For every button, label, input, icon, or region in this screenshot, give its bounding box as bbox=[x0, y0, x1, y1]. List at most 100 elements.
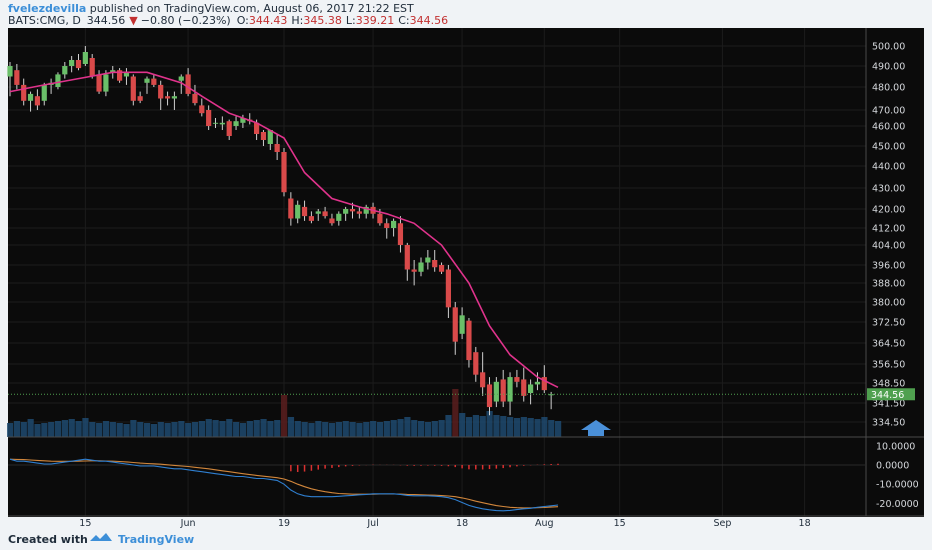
last-price: 344.56 bbox=[87, 14, 126, 27]
volume-bar bbox=[7, 423, 14, 437]
volume-bar bbox=[178, 421, 185, 437]
volume-bar bbox=[383, 421, 390, 437]
candle-body bbox=[151, 78, 157, 85]
macd-tick-label: -20.0000 bbox=[876, 499, 919, 510]
volume-bar bbox=[294, 421, 301, 437]
volume-bar bbox=[520, 417, 527, 437]
candle-body bbox=[391, 220, 397, 228]
volume-bar bbox=[260, 419, 267, 437]
volume-bar bbox=[534, 419, 541, 437]
high-value: 345.38 bbox=[303, 14, 342, 27]
volume-bar bbox=[274, 420, 281, 437]
candle-body bbox=[411, 269, 417, 272]
volume-bar bbox=[301, 422, 308, 437]
candle-body bbox=[521, 379, 527, 396]
candle-body bbox=[336, 213, 342, 221]
price-tick-label: 372.50 bbox=[872, 318, 905, 329]
volume-bar bbox=[20, 422, 27, 437]
candle-body bbox=[534, 381, 541, 385]
candle-body bbox=[493, 381, 499, 402]
candle-body bbox=[288, 198, 294, 219]
candle-body bbox=[308, 216, 314, 221]
volume-bar bbox=[267, 421, 274, 437]
time-tick-label: 19 bbox=[278, 518, 290, 529]
candle-body bbox=[96, 74, 102, 92]
time-tick-label: Sep bbox=[713, 518, 731, 529]
volume-bar bbox=[390, 420, 397, 437]
volume-bar bbox=[452, 389, 459, 437]
volume-layer bbox=[7, 389, 562, 437]
volume-bar bbox=[411, 420, 418, 437]
volume-bar bbox=[144, 423, 151, 437]
candle-body bbox=[206, 110, 212, 126]
candle-body bbox=[384, 223, 390, 228]
candle-body bbox=[377, 213, 383, 224]
author-link[interactable]: fvelezdevilla bbox=[8, 2, 86, 15]
macd-tick-label: -10.0000 bbox=[876, 480, 919, 491]
candle-body bbox=[466, 320, 472, 361]
volume-bar bbox=[418, 421, 425, 437]
candle-body bbox=[164, 96, 171, 99]
candle-body bbox=[27, 93, 34, 101]
volume-bar bbox=[397, 419, 404, 437]
volume-bar bbox=[171, 422, 178, 437]
price-tick-label: 341.50 bbox=[872, 399, 905, 410]
volume-bar bbox=[233, 422, 240, 437]
volume-bar bbox=[431, 421, 438, 437]
volume-bar bbox=[48, 422, 55, 437]
volume-bar bbox=[246, 421, 253, 437]
volume-bar bbox=[363, 422, 370, 437]
volume-bar bbox=[164, 423, 171, 437]
last-price-badge: 344.56 bbox=[867, 388, 915, 401]
volume-bar bbox=[61, 420, 68, 437]
candle-body bbox=[356, 211, 362, 214]
candle-body bbox=[445, 269, 451, 308]
volume-bar bbox=[459, 413, 466, 437]
volume-bar bbox=[34, 424, 41, 437]
volume-bar bbox=[54, 421, 62, 437]
volume-bar bbox=[150, 424, 158, 437]
time-tick-label: Aug bbox=[535, 518, 554, 529]
price-tick-label: 412.00 bbox=[872, 224, 905, 235]
macd-layer bbox=[8, 458, 866, 512]
header-line-2: BATS:CMG, D 344.56 ▼ −0.80 (−0.23%) O:344.43… bbox=[8, 14, 448, 27]
moving-average-line bbox=[9, 71, 559, 389]
volume-bar bbox=[239, 423, 247, 437]
volume-bar bbox=[555, 421, 562, 437]
candle-body bbox=[233, 121, 239, 126]
open-value: 344.43 bbox=[249, 14, 288, 27]
price-tick-label: 470.00 bbox=[872, 106, 905, 117]
volume-bar bbox=[281, 395, 288, 437]
candle-body bbox=[295, 204, 301, 219]
candle-layer bbox=[7, 46, 554, 416]
volume-bar bbox=[507, 417, 514, 437]
candle-body bbox=[397, 223, 404, 245]
candle-body bbox=[14, 70, 20, 85]
candle-body bbox=[438, 265, 445, 272]
volume-bar bbox=[322, 422, 329, 437]
volume-bar bbox=[472, 415, 479, 437]
candle-body bbox=[274, 144, 280, 152]
candle-body bbox=[192, 93, 198, 104]
candle-body bbox=[514, 377, 520, 382]
time-axis-labels: 15 Jun 19 Jul 18 Aug 15 Sep 18 bbox=[79, 518, 810, 529]
volume-bar bbox=[548, 420, 555, 437]
tradingview-brand[interactable]: TradingView bbox=[118, 533, 194, 546]
candle-body bbox=[185, 74, 191, 94]
candle-body bbox=[123, 72, 130, 77]
candle-body bbox=[459, 315, 465, 334]
change-value: −0.80 (−0.23%) bbox=[141, 14, 231, 27]
volume-bar bbox=[356, 423, 363, 437]
candle-body bbox=[89, 58, 95, 77]
volume-bar bbox=[109, 422, 116, 437]
volume-bar bbox=[486, 411, 493, 437]
price-tick-label: 450.00 bbox=[872, 142, 905, 153]
candle-body bbox=[212, 122, 219, 124]
high-label: H: bbox=[291, 14, 303, 27]
candle-body bbox=[41, 84, 47, 101]
candle-body bbox=[178, 76, 184, 81]
volume-bar bbox=[335, 422, 342, 437]
low-value: 339.21 bbox=[356, 14, 395, 27]
price-tick-label: 364.50 bbox=[872, 339, 905, 350]
volume-bar bbox=[308, 423, 315, 437]
